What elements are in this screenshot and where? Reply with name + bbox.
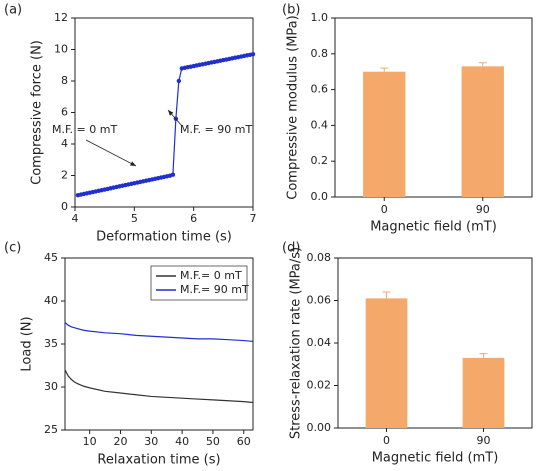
annotation-arrow (85, 139, 137, 167)
y-tick-label: 10 (54, 43, 68, 56)
y-axis-label: Stress-relaxation rate (MPa/s) (289, 247, 304, 439)
x-tick-label: 0 (383, 434, 390, 447)
y-tick-label: 45 (44, 251, 58, 264)
y-tick-label: 2 (61, 169, 68, 182)
arrow-head (168, 110, 174, 116)
bar (462, 357, 505, 428)
y-tick-label: 30 (44, 380, 58, 393)
x-tick-label: 30 (144, 435, 158, 448)
y-tick-label: 12 (54, 11, 68, 24)
panel-label: (b) (282, 3, 300, 18)
y-tick-label: 6 (61, 106, 68, 119)
y-tick-label: 0.02 (307, 379, 332, 392)
x-tick-label: 5 (131, 212, 138, 225)
y-tick-label: 0 (61, 200, 68, 213)
x-tick-label: 4 (72, 212, 79, 225)
y-tick-label: 0.6 (311, 83, 329, 96)
y-axis-label: Compressive force (N) (30, 40, 45, 185)
y-tick-label: 0.00 (307, 421, 332, 434)
bar (461, 66, 504, 197)
x-tick-label: 20 (113, 435, 127, 448)
y-tick-label: 0.06 (307, 294, 332, 307)
x-tick-label: 10 (83, 435, 97, 448)
marker (176, 78, 182, 84)
y-tick-label: 0.4 (311, 118, 329, 131)
y-tick-label: 40 (44, 294, 58, 307)
line (64, 369, 254, 404)
annotation: M.F. = 90 mT (180, 123, 252, 136)
plot-frame (334, 17, 533, 198)
y-tick-label: 0.8 (311, 47, 329, 60)
x-axis-label: Relaxation time (s) (97, 453, 220, 468)
x-axis-label: Deformation time (s) (96, 230, 232, 245)
y-tick-label: 0.2 (311, 154, 329, 167)
y-tick-label: 35 (44, 337, 58, 350)
panel-label: (c) (4, 241, 21, 256)
y-tick-label: 8 (61, 74, 68, 87)
y-tick-label: 1.0 (311, 11, 329, 24)
x-tick-label: 90 (477, 434, 491, 447)
legend-label: M.F.= 90 mT (180, 283, 249, 296)
bar (365, 298, 408, 428)
x-tick-label: 6 (190, 212, 197, 225)
y-tick-label: 0.08 (307, 251, 332, 264)
panel-label: (a) (4, 3, 22, 18)
x-tick-label: 90 (476, 203, 490, 216)
x-tick-label: 60 (237, 435, 251, 448)
x-tick-label: 40 (175, 435, 189, 448)
marker (250, 52, 256, 57)
x-tick-label: 7 (250, 212, 257, 225)
y-tick-label: 0.0 (311, 190, 329, 203)
bar (363, 71, 406, 197)
y-tick-label: 4 (61, 137, 68, 150)
x-tick-label: 0 (381, 203, 388, 216)
arrow-head (130, 161, 136, 166)
y-axis-label: Compressive modulus (MPa) (286, 15, 301, 199)
y-tick-label: 25 (44, 423, 58, 436)
legend-label: M.F.= 0 mT (180, 269, 242, 282)
x-tick-label: 50 (206, 435, 220, 448)
panel-label: (d) (282, 241, 300, 256)
x-axis-label: Magnetic field (mT) (370, 220, 497, 235)
legend-box (150, 265, 248, 301)
marker (170, 172, 176, 177)
y-axis-label: Load (N) (20, 316, 35, 371)
y-tick-label: 0.04 (307, 336, 332, 349)
annotation: M.F. = 0 mT (52, 123, 117, 136)
x-axis-label: Magnetic field (mT) (372, 451, 499, 466)
line (64, 322, 254, 343)
